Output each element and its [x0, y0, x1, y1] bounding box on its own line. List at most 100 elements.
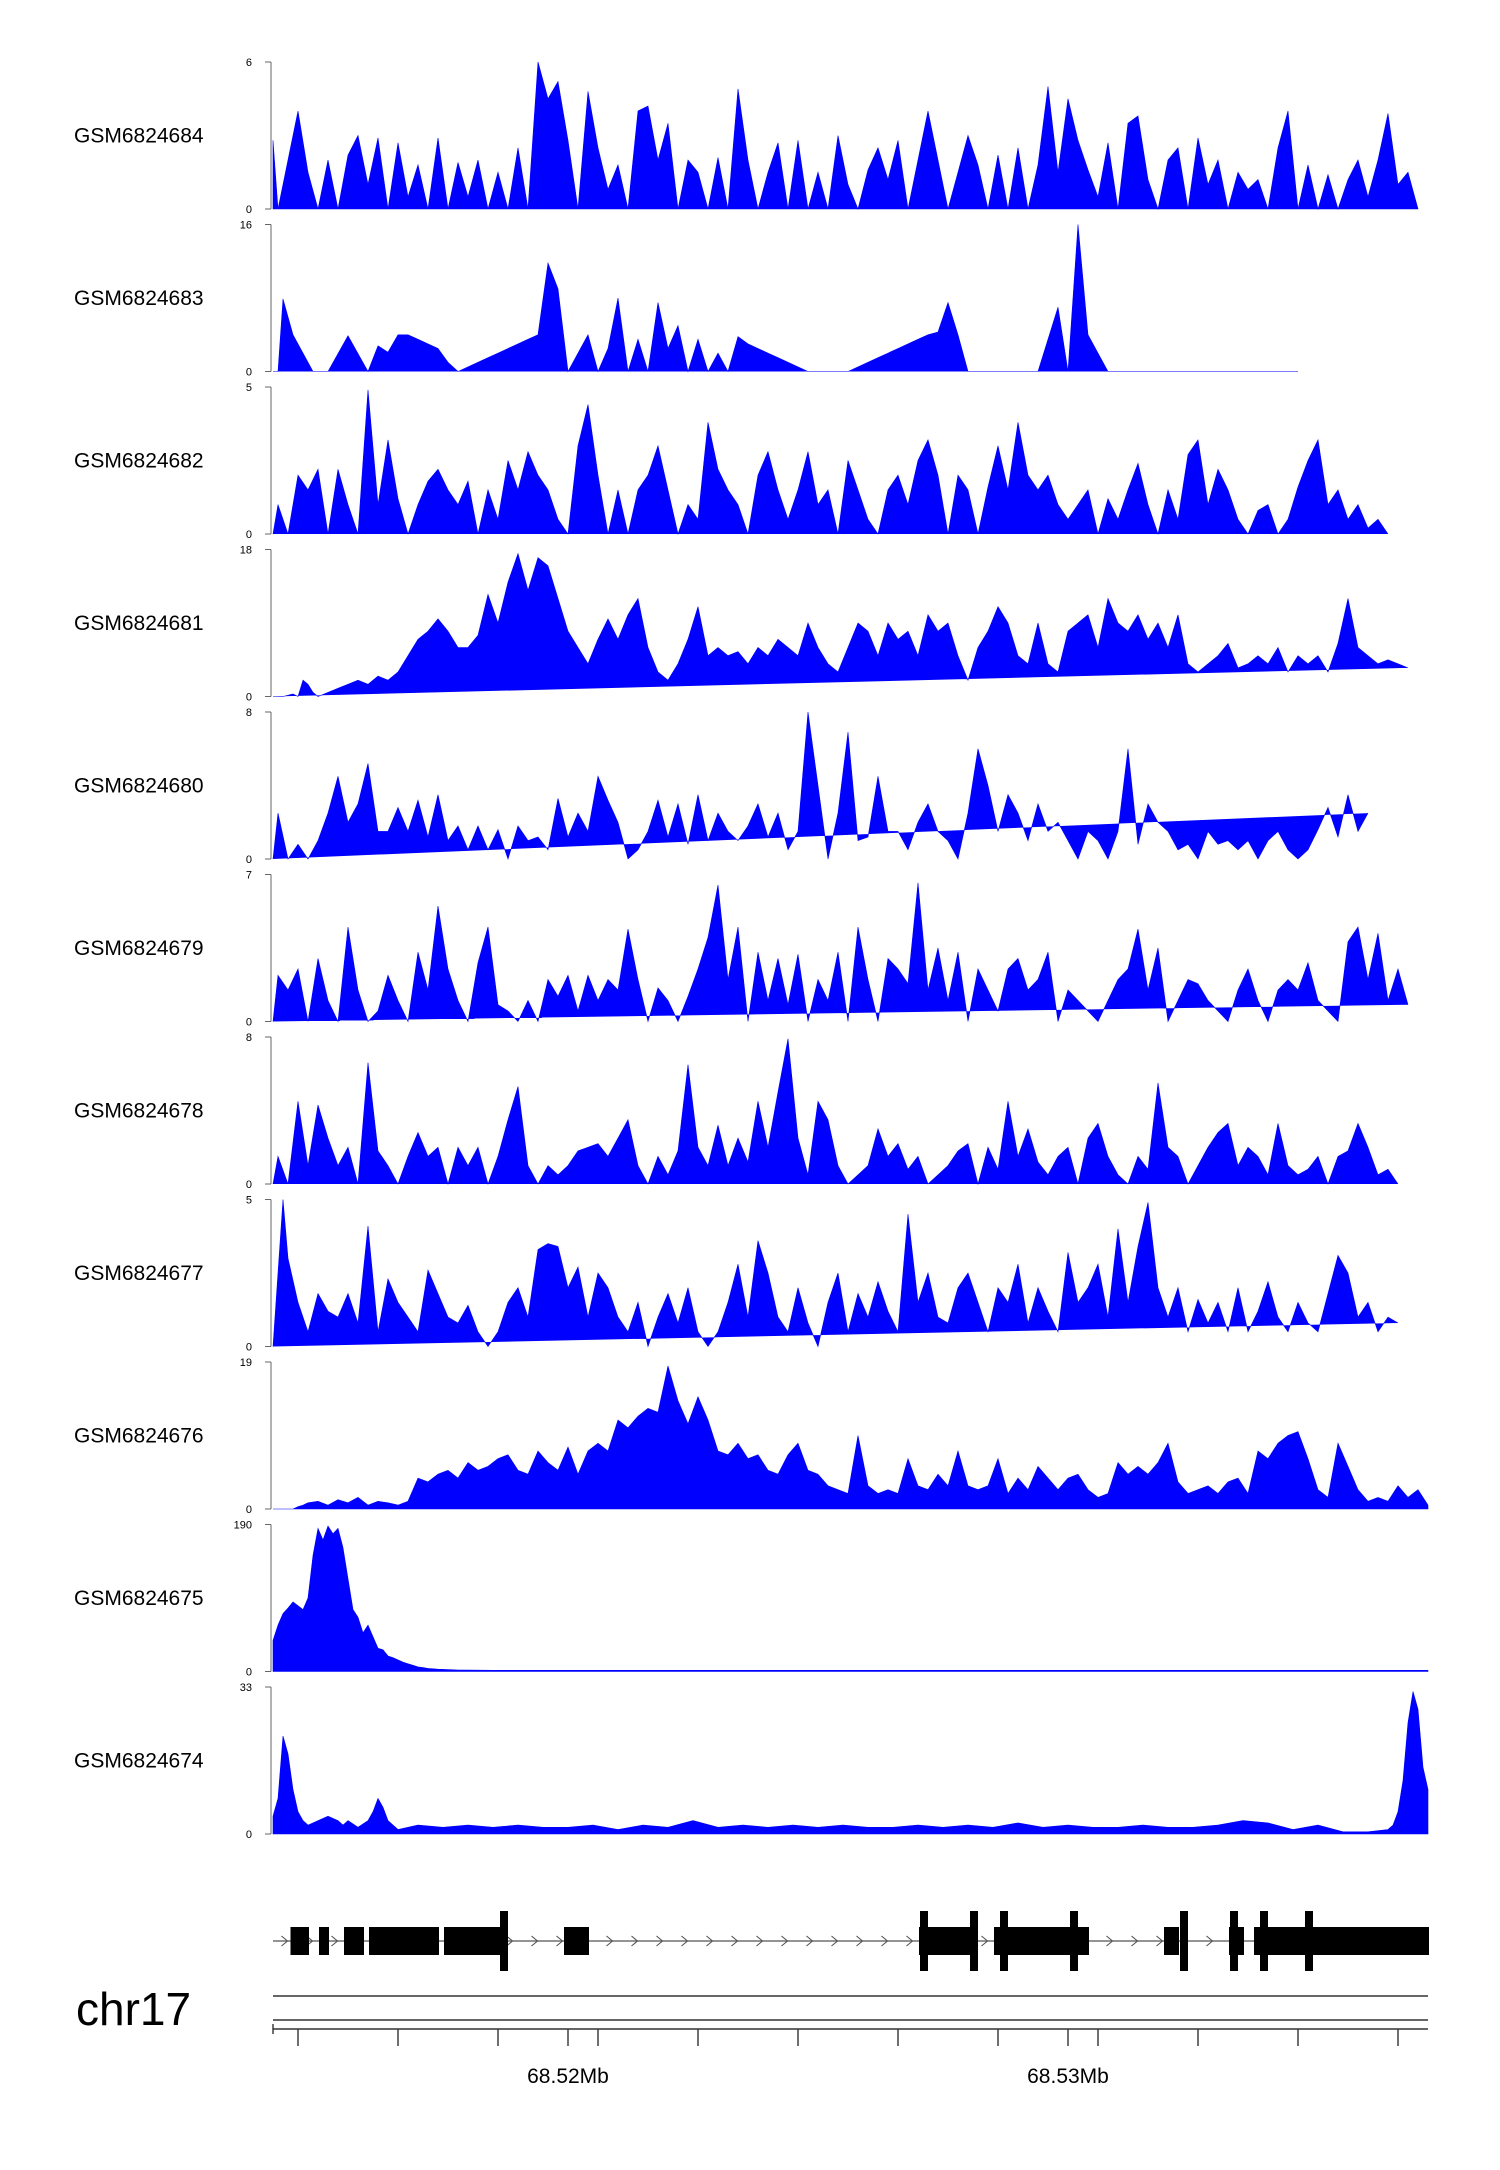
track-GSM6824676: GSM6824676 19 0 — [74, 1357, 1429, 1516]
strand-arrow — [1106, 1935, 1114, 1947]
track-label: GSM6824676 — [74, 1425, 204, 1448]
track-ymin-label: 0 — [246, 1179, 252, 1191]
coverage-tracks: GSM682468460GSM6824683160GSM682468250GSM… — [74, 57, 1429, 1841]
track-ymin-label: 0 — [246, 854, 252, 866]
track-GSM6824674: GSM6824674 33 0 — [74, 1682, 1429, 1841]
track-coverage-area — [272, 1525, 1429, 1672]
track-ymax-label: 190 — [234, 1520, 252, 1532]
gene-exon — [1254, 1927, 1429, 1955]
gene-exon — [369, 1927, 439, 1955]
track-coverage-area — [272, 61, 1419, 211]
track-coverage-area — [272, 711, 1369, 860]
gene-exon-boundary — [1260, 1911, 1268, 1971]
gene-exon — [290, 1927, 309, 1955]
strand-arrow — [1131, 1935, 1139, 1947]
strand-arrow — [531, 1935, 539, 1947]
strand-arrow — [331, 1935, 339, 1947]
track-coverage-area — [272, 1038, 1399, 1186]
chromosome-label: chr17 — [76, 1983, 191, 2035]
track-label: GSM6824681 — [74, 612, 204, 635]
strand-arrow — [806, 1935, 814, 1947]
strand-arrow — [706, 1935, 714, 1947]
track-ymin-label: 0 — [246, 204, 252, 216]
track-label: GSM6824680 — [74, 775, 204, 798]
track-label: GSM6824678 — [74, 1100, 204, 1123]
strand-arrow — [631, 1935, 639, 1947]
strand-arrow — [881, 1935, 889, 1947]
track-ymax-label: 5 — [246, 382, 252, 394]
track-coverage-area — [273, 1365, 1429, 1510]
gene-exon-boundary — [1070, 1911, 1078, 1971]
gene-exon-boundary — [970, 1911, 978, 1971]
track-GSM6824679: GSM6824679 7 0 — [74, 870, 1409, 1029]
strand-arrow — [281, 1935, 289, 1947]
gene-exon — [1164, 1927, 1179, 1955]
track-GSM6824677: GSM6824677 5 0 — [74, 1195, 1399, 1354]
gene-exon — [919, 1927, 974, 1955]
chromosome-axis: chr17 68.52Mb 68.53Mb — [76, 1983, 1428, 2088]
strand-arrow — [681, 1935, 689, 1947]
track-ymin-label: 0 — [246, 367, 252, 379]
gene-exon — [319, 1927, 329, 1955]
track-GSM6824678: GSM6824678 8 0 — [74, 1032, 1399, 1191]
track-ymax-label: 6 — [246, 57, 252, 69]
strand-arrow — [656, 1935, 664, 1947]
track-ymax-label: 8 — [246, 707, 252, 719]
track-ymin-label: 0 — [246, 1017, 252, 1029]
gene-exon-boundary — [1180, 1911, 1188, 1971]
track-ymax-label: 19 — [240, 1357, 252, 1369]
track-ymin-label: 0 — [246, 1829, 252, 1841]
gene-model — [273, 1911, 1429, 1971]
track-coverage-area — [272, 1691, 1429, 1835]
genomic-axis-tick-label: 68.52Mb — [527, 2065, 609, 2088]
gene-exon — [344, 1927, 364, 1955]
track-label: GSM6824675 — [74, 1587, 204, 1610]
track-GSM6824682: GSM6824682 5 0 — [74, 382, 1389, 541]
track-ymax-label: 16 — [240, 220, 252, 232]
gene-exon — [564, 1927, 589, 1955]
gene-exon-boundary — [1305, 1911, 1313, 1971]
track-ymax-label: 18 — [240, 545, 252, 557]
track-coverage-area — [273, 552, 1409, 697]
strand-arrow — [906, 1935, 914, 1947]
track-ymin-label: 0 — [246, 1504, 252, 1516]
strand-arrow — [606, 1935, 614, 1947]
genomic-axis-tick-label: 68.53Mb — [1027, 2065, 1109, 2088]
track-ymin-label: 0 — [246, 1342, 252, 1354]
strand-arrow — [556, 1935, 564, 1947]
track-GSM6824675: GSM6824675 190 0 — [74, 1520, 1429, 1679]
strand-arrow — [981, 1935, 989, 1947]
track-coverage-area — [272, 1199, 1399, 1348]
strand-arrow — [1206, 1935, 1214, 1947]
track-ymax-label: 8 — [246, 1032, 252, 1044]
strand-arrow — [731, 1935, 739, 1947]
track-GSM6824681: GSM6824681 18 0 — [74, 545, 1409, 704]
track-label: GSM6824677 — [74, 1262, 204, 1285]
strand-arrow — [856, 1935, 864, 1947]
track-label: GSM6824682 — [74, 450, 204, 473]
track-coverage-area — [273, 224, 1298, 373]
track-label: GSM6824683 — [74, 287, 204, 310]
strand-arrow — [831, 1935, 839, 1947]
strand-arrow — [756, 1935, 764, 1947]
track-ymin-label: 0 — [246, 1667, 252, 1679]
track-ymin-label: 0 — [246, 529, 252, 541]
track-ymax-label: 33 — [240, 1682, 252, 1694]
track-GSM6824684: GSM6824684 6 0 — [74, 57, 1419, 216]
genomic-axis-ticks: 68.52Mb 68.53Mb — [297, 2029, 1399, 2088]
gene-exon-boundary — [1000, 1911, 1008, 1971]
track-label: GSM6824674 — [74, 1750, 204, 1773]
gene-exon-boundary — [920, 1911, 928, 1971]
strand-arrow — [1156, 1935, 1164, 1947]
gene-exon — [444, 1927, 504, 1955]
track-coverage-area — [272, 882, 1409, 1023]
gene-exon-boundary — [1230, 1911, 1238, 1971]
track-label: GSM6824684 — [74, 125, 204, 148]
track-label: GSM6824679 — [74, 937, 204, 960]
strand-arrow — [506, 1935, 514, 1947]
track-coverage-area — [272, 389, 1389, 536]
track-ymax-label: 7 — [246, 870, 252, 882]
track-GSM6824683: GSM6824683 16 0 — [74, 220, 1298, 379]
strand-arrow — [781, 1935, 789, 1947]
